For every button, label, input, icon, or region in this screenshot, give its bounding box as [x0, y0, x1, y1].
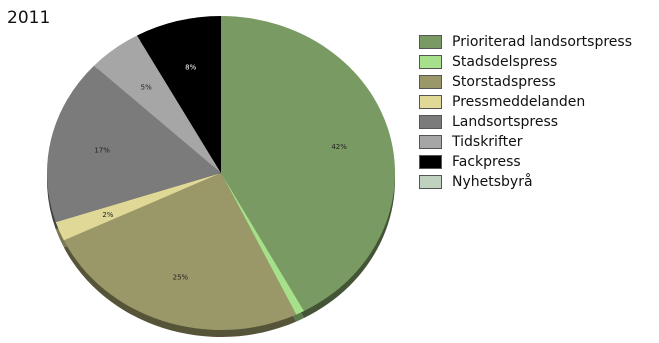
chart-title: 2011 — [7, 8, 51, 28]
legend-swatch — [419, 75, 442, 89]
slice-label: 8% — [185, 64, 196, 72]
legend-label: Nyhetsbyrå — [452, 174, 533, 190]
pie-slice — [137, 16, 221, 173]
slice-label: 2% — [102, 211, 113, 219]
legend-label: Tidskrifter — [452, 134, 523, 150]
legend-swatch — [419, 35, 442, 49]
slice-label: 5% — [141, 83, 152, 91]
slice-labels: 42% 25% 2% 17% 5% 8% — [94, 64, 347, 282]
legend-swatch — [419, 115, 442, 129]
pie-slice — [55, 173, 221, 241]
pie-slice — [221, 16, 396, 311]
legend-swatch — [419, 55, 442, 69]
legend-swatch — [419, 175, 442, 189]
slice-label: 42% — [331, 143, 347, 151]
pie-slice — [93, 35, 221, 173]
legend-swatch — [419, 135, 442, 149]
pie-slice — [46, 65, 221, 223]
legend-label: Storstadspress — [452, 74, 556, 90]
pie-slice — [63, 173, 297, 330]
legend-swatch — [419, 155, 442, 169]
legend-label: Stadsdelspress — [452, 54, 558, 70]
legend-label: Landsortspress — [452, 114, 559, 130]
legend-label: Fackpress — [452, 154, 521, 170]
pie-slices — [46, 16, 396, 330]
pie-slice — [221, 173, 305, 315]
legend-swatch — [419, 95, 442, 109]
legend-label: Pressmeddelanden — [452, 94, 586, 110]
slice-label: 17% — [94, 146, 110, 154]
slice-label: 25% — [173, 274, 189, 282]
legend-label: Prioriterad landsortspress — [452, 34, 632, 50]
